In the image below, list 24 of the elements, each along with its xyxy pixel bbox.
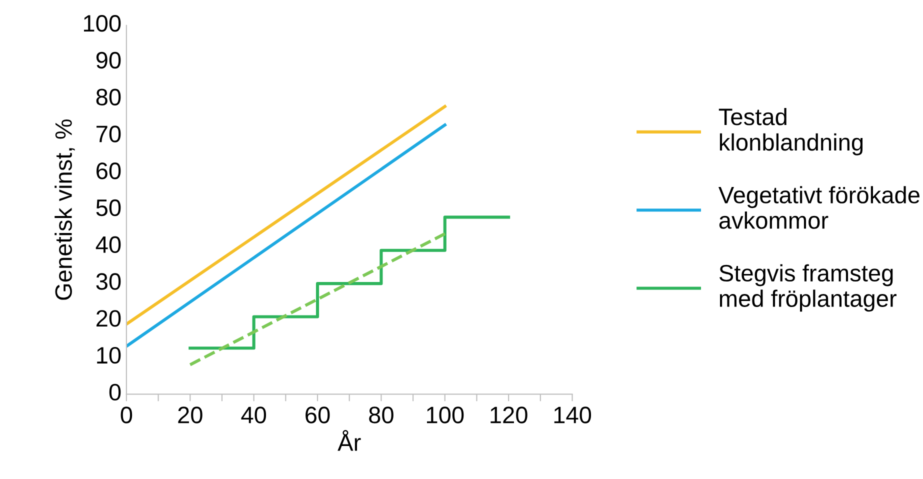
legend-label: Stegvis framsteg med fröplantager	[719, 264, 896, 312]
legend-label: Vegetativt förökade avkommor	[718, 186, 920, 229]
y-tick-label: 80	[96, 88, 121, 106]
y-tick-label: 100	[84, 15, 121, 32]
x-tick-label: 120	[490, 406, 528, 424]
x-tick-label: 60	[306, 406, 330, 424]
legend-label: Testad klonblandning	[718, 108, 863, 156]
y-tick-label: 50	[96, 199, 121, 216]
y-tick-label: 30	[96, 273, 121, 290]
y-tick-label: 60	[96, 162, 121, 180]
y-tick-label: 70	[96, 126, 121, 142]
y-tick-label: 0	[109, 384, 121, 401]
x-tick-label: 100	[426, 406, 464, 424]
x-tick-label: 20	[178, 406, 202, 424]
y-tick-label: 90	[96, 52, 121, 69]
y-tick-label: 10	[97, 346, 121, 364]
x-axis-title: År	[338, 430, 361, 451]
x-tick-label: 40	[241, 406, 266, 424]
x-tick-label: 80	[369, 406, 394, 424]
x-tick-label: 140	[554, 406, 592, 424]
y-axis-title: Genetisk vinst, %	[54, 119, 75, 300]
y-tick-label: 40	[96, 236, 121, 254]
y-tick-label: 20	[96, 310, 121, 327]
x-tick-label: 0	[120, 406, 132, 424]
